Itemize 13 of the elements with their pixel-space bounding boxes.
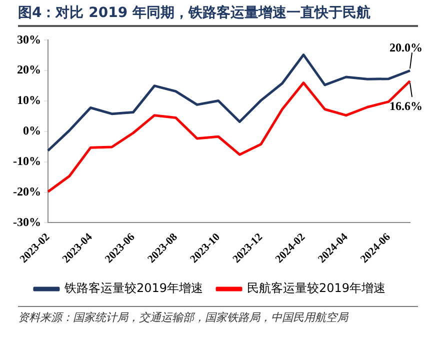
y-tick-label: 20% bbox=[16, 62, 41, 77]
y-tick-label: -10% bbox=[12, 154, 41, 168]
y-tick-label: -30% bbox=[12, 214, 41, 229]
legend-label: 铁路客运量较2019年增速 bbox=[63, 281, 204, 296]
legend-label: 民航客运量较2019年增速 bbox=[247, 281, 386, 296]
y-tick-label: 0% bbox=[22, 124, 41, 138]
data-label: 16.6% bbox=[390, 99, 422, 114]
y-tick-label: 10% bbox=[16, 93, 41, 108]
y-tick-label: 30% bbox=[16, 32, 41, 46]
text: 资料来源：国家统计局，交通运输部，国家铁路局，中国民用航空局 bbox=[18, 306, 418, 325]
y-tick-label: -20% bbox=[12, 184, 41, 198]
chart-title: 图4：对比 2019 年同期，铁路客运量增速一直快于民航 bbox=[18, 4, 418, 27]
data-label: 20.0% bbox=[390, 40, 422, 55]
